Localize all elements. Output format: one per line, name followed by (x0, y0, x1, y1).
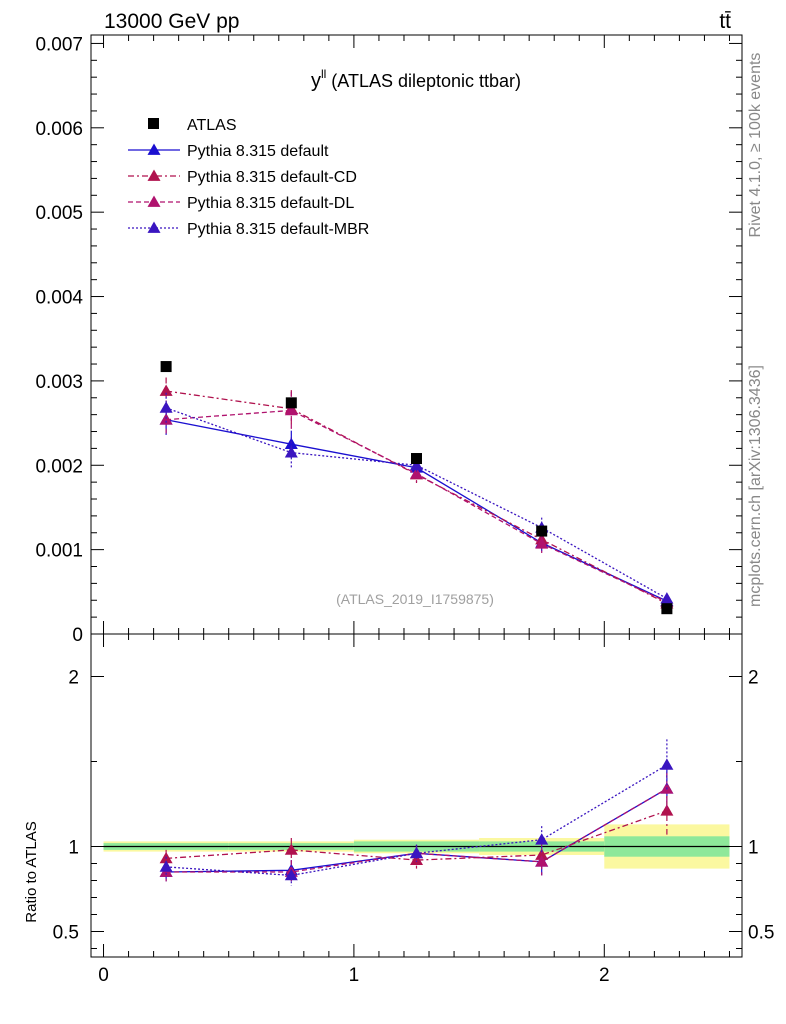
header-process: tt̄ (719, 10, 731, 33)
main-panel: 0 0.001 0.002 0.003 0.004 0.005 0.006 0.007 yll … (35, 34, 743, 646)
legend-marker-1 (147, 169, 161, 181)
header-energy: 13000 GeV pp (104, 10, 239, 33)
legend-label-data: ATLAS (187, 117, 237, 134)
ratio-tick-label-right: 1 (748, 838, 759, 859)
series-point-1 (159, 384, 173, 396)
series-point-3 (410, 458, 423, 471)
y-tick-label: 0 (72, 625, 83, 646)
series-point-3 (159, 401, 173, 413)
y-tick-label: 0.003 (35, 372, 83, 393)
rivet-version-label: Rivet 4.1.0, ≥ 100k events (747, 53, 764, 238)
y-tick-label: 0.004 (35, 288, 83, 309)
ratio-axis-label: Ratio to ATLAS (23, 821, 40, 922)
ratio-point-3 (535, 833, 549, 845)
legend-marker-data (148, 118, 159, 129)
data-point (285, 397, 297, 409)
series-point-3 (660, 592, 674, 604)
legend-label-0: Pythia 8.315 default (187, 143, 329, 160)
y-tick-label: 0.002 (35, 456, 83, 477)
x-tick-label: 2 (599, 965, 610, 986)
ratio-point-3 (410, 846, 423, 859)
legend-marker-0 (147, 143, 161, 155)
ratio-point-3 (284, 868, 298, 881)
ratio-tick-label: 1 (68, 838, 79, 859)
y-tick-label: 0.001 (35, 541, 83, 562)
ratio-point-1 (660, 804, 674, 816)
series-point-2 (535, 537, 549, 549)
data-point (411, 453, 422, 465)
data-point (661, 603, 673, 615)
y-tick-label: 0.007 (35, 34, 83, 55)
data-point (536, 525, 548, 537)
ratio-panel: 0 1 2 0.5 0.5 1 1 2 2 Ratio to ATLAS (23, 633, 774, 986)
series-line-3 (165, 407, 668, 600)
legend: ATLAS Pythia 8.315 default Pythia 8.315 de… (128, 117, 369, 238)
legend-marker-2 (147, 195, 161, 207)
ratio-point-1 (535, 848, 549, 860)
legend-label-2: Pythia 8.315 default-DL (187, 195, 354, 212)
chart-title: yll (ATLAS dileptonic ttbar) (311, 67, 521, 92)
analysis-id-label: (ATLAS_2019_I1759875) (336, 591, 494, 607)
series-line-0 (165, 419, 668, 602)
series-point-2 (159, 413, 173, 425)
ratio-tick-label: 0.5 (53, 923, 79, 944)
series-point-2 (410, 467, 423, 479)
series-point-3 (284, 446, 298, 458)
legend-marker-3 (147, 221, 161, 233)
ratio-point-3 (159, 860, 173, 872)
ratio-tick-label: 2 (68, 668, 79, 689)
series-line-2 (166, 409, 668, 603)
ratio-line-1 (166, 810, 668, 861)
legend-label-3: Pythia 8.315 default-MBR (187, 221, 369, 238)
ratio-point-1 (284, 843, 298, 855)
y-tick-label: 0.005 (35, 203, 83, 224)
ratio-tick-label-right: 0.5 (748, 923, 774, 944)
x-tick-label: 1 (349, 965, 360, 986)
ratio-frame (90, 633, 743, 958)
ratio-point-2 (535, 855, 549, 867)
legend-label-1: Pythia 8.315 default-CD (187, 169, 357, 186)
ratio-point-3 (660, 758, 674, 770)
y-tick-label: 0.006 (35, 119, 83, 140)
ratio-tick-label-right: 2 (748, 668, 759, 689)
series-line-1 (166, 390, 668, 605)
series-point-2 (284, 403, 298, 416)
mcplots-label: mcplots.cern.ch [arXiv:1306.3436] (747, 365, 764, 607)
x-tick-label: 0 (98, 965, 109, 986)
ratio-point-1 (410, 853, 423, 865)
data-point (160, 361, 172, 373)
